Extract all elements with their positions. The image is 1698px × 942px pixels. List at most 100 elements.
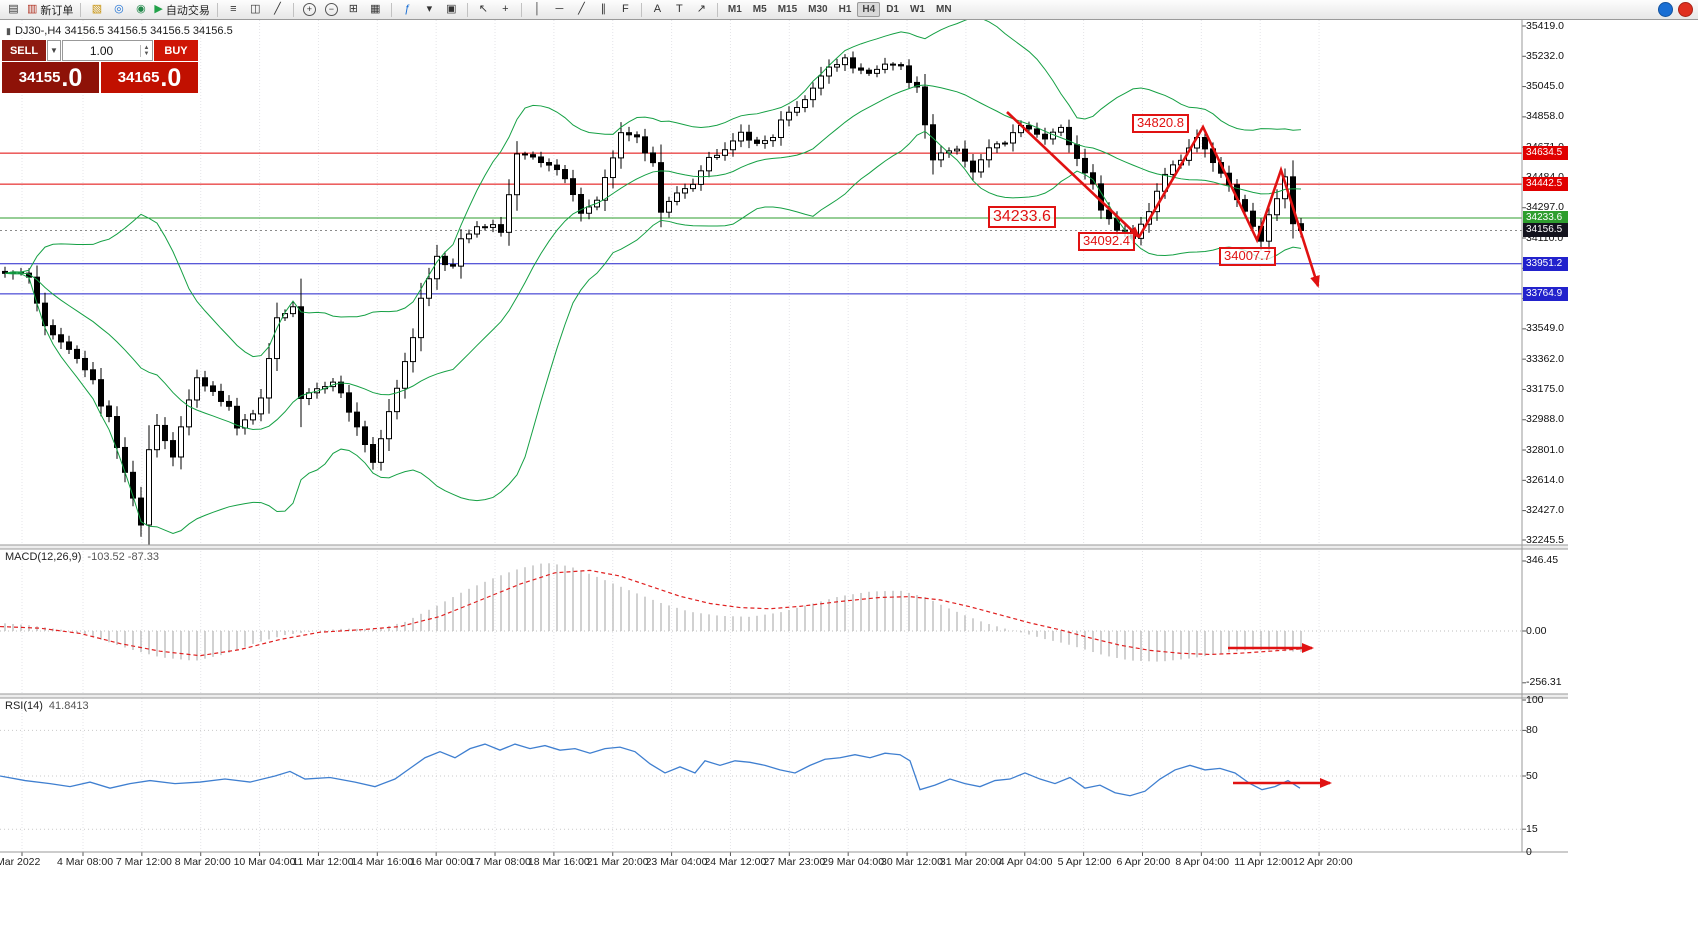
community-icon[interactable] <box>1678 2 1693 17</box>
sell-button[interactable]: SELL <box>2 40 46 61</box>
bar-chart-icon: ≡ <box>230 3 237 15</box>
chart-window-icon[interactable]: ▤ <box>3 1 24 18</box>
arrows-icon[interactable]: ↗ <box>691 1 712 18</box>
time-axis-label: 23 Mar 04:00 <box>645 856 708 868</box>
candle-body <box>546 162 552 166</box>
candle-body <box>610 157 616 179</box>
bar-chart-icon[interactable]: ≡ <box>223 1 244 18</box>
price-level-badge: 33764.9 <box>1523 286 1568 301</box>
price-level-badge: 33951.2 <box>1523 256 1568 271</box>
auto-trading-button[interactable]: ▶ 自动交易 <box>152 1 211 18</box>
macd-histogram-bar <box>660 603 662 631</box>
line-chart-icon[interactable]: ╱ <box>267 1 288 18</box>
crosshair-icon[interactable]: + <box>495 1 516 18</box>
macd-histogram-bar <box>1092 631 1094 653</box>
volume-field[interactable]: 1.00 ▲ ▼ <box>62 40 153 61</box>
macd-histogram-bar <box>1244 631 1246 651</box>
time-axis-label: 5 Apr 12:00 <box>1057 856 1112 868</box>
bollinger-band <box>4 84 1302 430</box>
candle-body <box>738 131 744 142</box>
indicators-icon[interactable]: ƒ <box>397 1 418 18</box>
candle-body <box>562 169 568 180</box>
tf-m30-button[interactable]: M30 <box>808 4 828 15</box>
tf-d1-button[interactable]: D1 <box>886 4 899 15</box>
vline-icon[interactable]: │ <box>527 1 548 18</box>
search-icon[interactable] <box>1658 2 1673 17</box>
volume-value[interactable]: 1.00 <box>89 43 114 58</box>
label-icon[interactable]: T <box>669 1 690 18</box>
tf-h1-button[interactable]: H1 <box>838 4 852 15</box>
candle-body <box>98 379 104 407</box>
candle-body <box>466 233 472 240</box>
tf-w1-button[interactable]: W1 <box>909 4 925 15</box>
cursor-icon[interactable]: ↖ <box>473 1 494 18</box>
candlestick-chart-icon[interactable]: ◫ <box>245 1 266 18</box>
macd-histogram-bar <box>1076 631 1078 648</box>
time-axis-label: 4 Mar 08:00 <box>57 856 114 868</box>
indicators-dropdown-icon[interactable]: ▾ <box>419 1 440 18</box>
period-icon[interactable]: ▣ <box>441 1 462 18</box>
macd-histogram-bar <box>564 565 566 631</box>
panel-chrome <box>0 20 1568 856</box>
buy-button[interactable]: BUY <box>154 40 198 61</box>
candle-body <box>474 226 480 235</box>
fibonacci-icon: F <box>622 3 629 15</box>
main-price-panel <box>0 20 1522 545</box>
volume-up-button[interactable]: ▲ <box>143 44 150 51</box>
macd-histogram-bar <box>380 627 382 631</box>
macd-histogram-bar <box>844 595 846 631</box>
tile-windows-icon[interactable]: ▦ <box>365 1 386 18</box>
tf-m5-button[interactable]: M5 <box>752 4 767 15</box>
candle-body <box>522 153 528 156</box>
profile-icon[interactable]: ◎ <box>108 1 129 18</box>
buy-price[interactable]: 34165 .0 <box>101 62 198 93</box>
candle-body <box>138 497 144 526</box>
candle-body <box>114 416 120 448</box>
new-order-button[interactable]: ▥ 新订单 <box>25 1 75 18</box>
channel-icon[interactable]: ∥ <box>593 1 614 18</box>
macd-histogram-bar <box>100 631 102 640</box>
grid-icon: ⊞ <box>348 3 358 15</box>
trendline-icon[interactable]: ╱ <box>571 1 592 18</box>
volume-dropdown[interactable]: ▼ <box>47 40 61 61</box>
fibonacci-icon[interactable]: F <box>615 1 636 18</box>
price-axis-tick: 32988.0 <box>1526 413 1564 426</box>
macd-histogram-bar <box>1052 631 1054 641</box>
zoom-out-icon[interactable]: − <box>321 1 342 18</box>
charts-icon[interactable]: ▧ <box>86 1 107 18</box>
macd-histogram-bar <box>708 614 710 631</box>
line-chart-icon: ╱ <box>274 3 281 15</box>
macd-histogram-bar <box>620 586 622 631</box>
candle-body <box>162 424 168 442</box>
macd-histogram-bar <box>1148 631 1150 662</box>
rsi-axis-tick: 80 <box>1526 723 1538 736</box>
data-window-icon[interactable]: ◉ <box>130 1 151 18</box>
candle-body <box>1042 133 1048 140</box>
candle-body <box>394 387 400 413</box>
macd-histogram-bar <box>980 621 982 631</box>
grid-icon[interactable]: ⊞ <box>343 1 364 18</box>
tf-m1-button[interactable]: M1 <box>727 4 742 15</box>
zoom-in-icon[interactable]: + <box>299 1 320 18</box>
macd-histogram-bar <box>228 631 230 653</box>
macd-histogram-bar <box>188 631 190 661</box>
macd-histogram-bar <box>1300 631 1302 652</box>
macd-histogram-bar <box>876 591 878 631</box>
tf-mn-button[interactable]: MN <box>935 4 952 15</box>
sell-price[interactable]: 34155 .0 <box>2 62 99 93</box>
macd-histogram-bar <box>508 572 510 631</box>
macd-histogram-bar <box>788 609 790 631</box>
text-icon[interactable]: A <box>647 1 668 18</box>
candle-body <box>250 413 256 421</box>
volume-down-button[interactable]: ▼ <box>143 50 150 57</box>
candle-body <box>442 255 448 266</box>
tf-m15-button[interactable]: M15 <box>777 4 798 15</box>
macd-histogram-bar <box>868 591 870 631</box>
time-axis-label: 17 Mar 08:00 <box>469 856 531 868</box>
macd-histogram-bar <box>284 631 286 636</box>
tf-h4-button[interactable]: H4 <box>857 2 881 17</box>
candle-body <box>538 156 544 164</box>
toolbar-separator <box>520 2 522 17</box>
hline-icon[interactable]: ─ <box>549 1 570 18</box>
chart-plot-area[interactable] <box>0 20 1698 872</box>
